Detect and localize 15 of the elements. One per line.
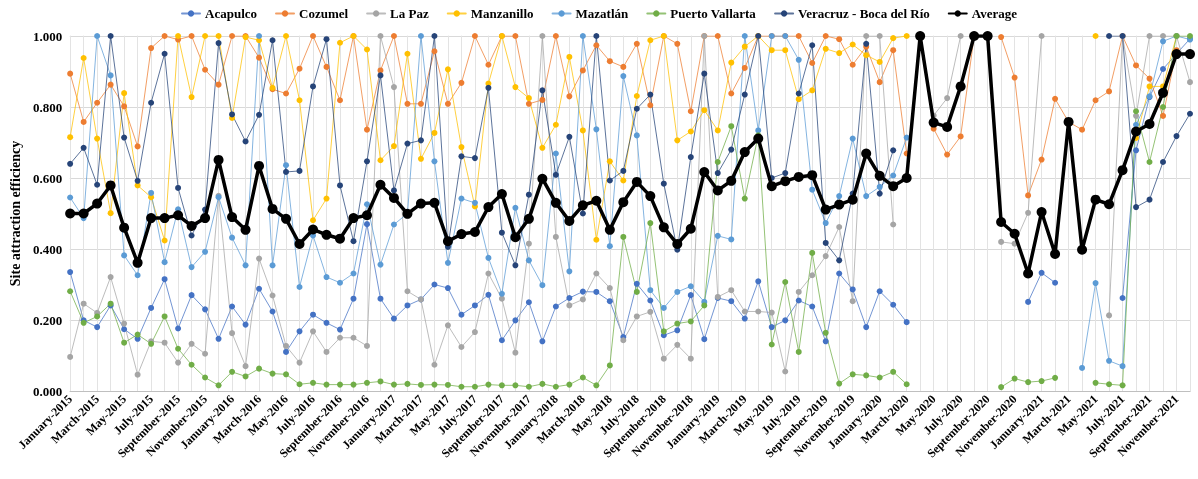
legend-label: Puerto Vallarta: [670, 6, 757, 21]
y-tick-label: 0.800: [32, 99, 63, 115]
legend-label: La Paz: [390, 6, 429, 21]
y-tick-label: 0.400: [32, 241, 63, 257]
legend-label: Manzanillo: [470, 6, 534, 21]
legend-label: Average: [971, 6, 1018, 21]
y-tick-label: 0.000: [32, 383, 63, 399]
legend-label: Mazatlán: [575, 6, 630, 21]
legend-label: Acapulco: [205, 6, 258, 21]
y-tick-label: 1.000: [32, 28, 63, 44]
legend-label: Veracruz - Boca del Río: [798, 6, 930, 21]
legend-label: Cozumel: [299, 6, 349, 21]
y-axis-title: Site attraction efficiency: [7, 140, 23, 287]
y-tick-label: 0.600: [32, 170, 63, 186]
y-tick-label: 0.200: [32, 312, 63, 328]
